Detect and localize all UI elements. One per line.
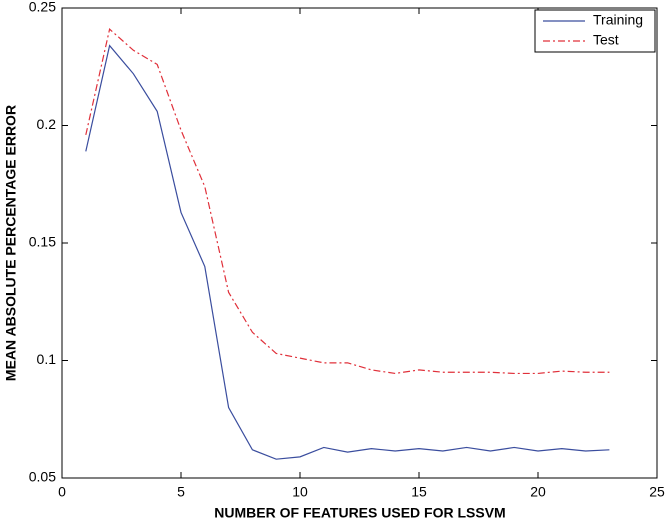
data-line — [85, 28, 610, 375]
x-tick-label: 25 — [649, 484, 665, 500]
y-tick-label: 0.25 — [29, 0, 56, 15]
x-tick-label: 5 — [177, 484, 185, 500]
y-tick-label: 0.05 — [29, 469, 56, 485]
y-axis-title: MEAN ABSOLUTE PERCENTAGE ERROR — [3, 105, 19, 381]
legend-label: Training — [593, 12, 643, 28]
legend-label: Test — [593, 32, 619, 48]
x-tick-label: 0 — [58, 484, 66, 500]
y-tick-label: 0.2 — [37, 116, 57, 132]
x-axis-title: NUMBER OF FEATURES USED FOR LSSVM — [214, 505, 505, 521]
data-line — [85, 44, 610, 460]
y-tick-label: 0.1 — [37, 351, 57, 367]
plot-frame — [61, 7, 658, 479]
y-tick-label: 0.15 — [29, 234, 56, 250]
x-tick-label: 10 — [292, 484, 308, 500]
x-tick-label: 20 — [530, 484, 546, 500]
x-tick-label: 15 — [411, 484, 427, 500]
legend-box — [534, 9, 656, 53]
